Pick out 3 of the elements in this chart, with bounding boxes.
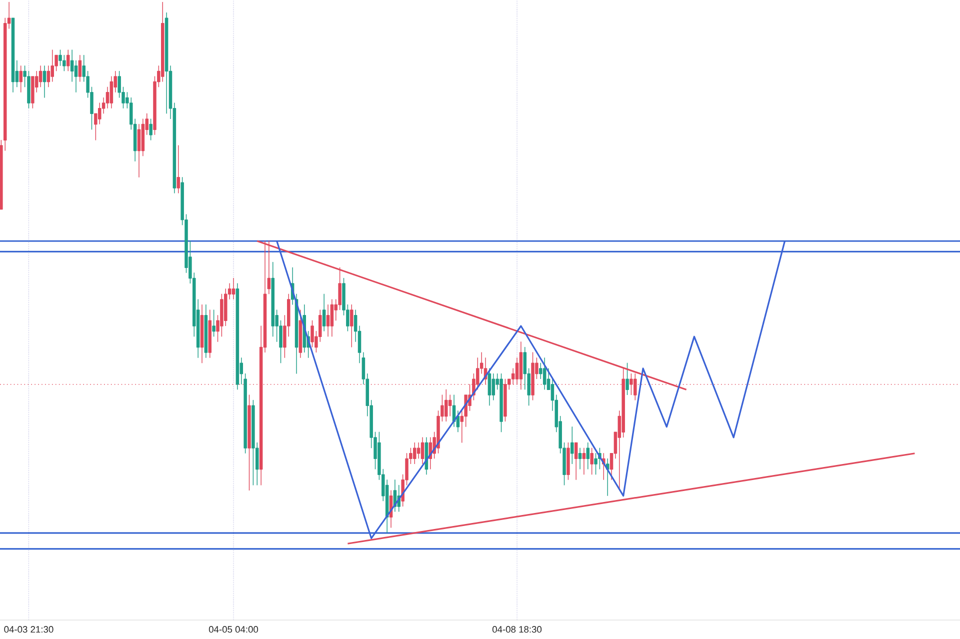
x-tick-label: 04-03 21:30 — [4, 626, 54, 633]
x-tick-label: 04-08 18:30 — [492, 626, 542, 633]
x-tick-label: 04-05 04:00 — [208, 626, 258, 633]
